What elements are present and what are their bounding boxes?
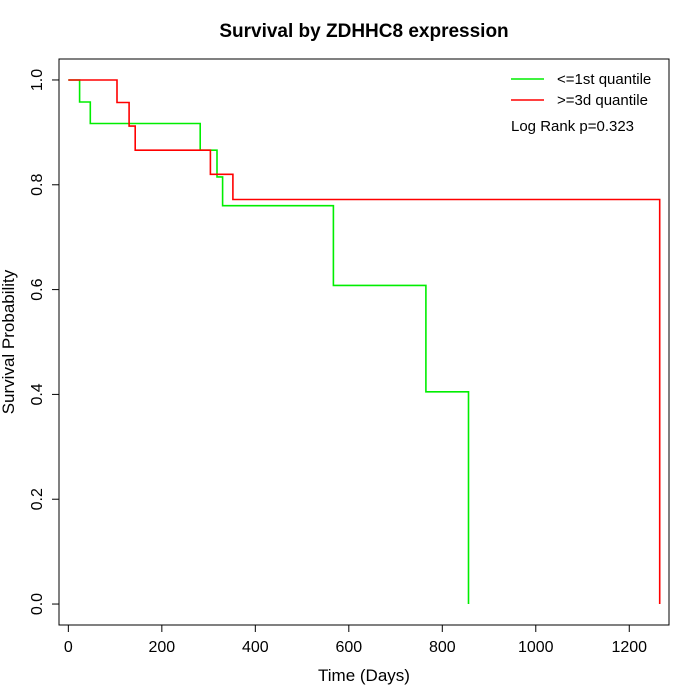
y-tick-label: 0.2 [29,488,46,510]
x-tick-label: 200 [148,639,175,656]
x-tick-label: 400 [242,639,269,656]
legend-label-high: >=3d quantile [557,92,648,109]
x-tick-label: 0 [64,639,73,656]
y-axis-label: Survival Probability [0,269,18,414]
chart-title: Survival by ZDHHC8 expression [219,21,508,42]
x-tick-label: 1000 [518,639,554,656]
x-tick-label: 800 [429,639,456,656]
x-tick-label: 600 [335,639,362,656]
y-tick-label: 0.4 [29,383,46,405]
y-tick-label: 0.8 [29,174,46,196]
survival-curve-low-quantile [68,79,470,604]
plot-frame [58,58,670,626]
x-tick-label: 1200 [611,639,647,656]
x-axis-label: Time (Days) [318,666,410,685]
legend: <=1st quantile >=3d quantile [511,71,651,109]
log-rank-annotation: Log Rank p=0.323 [511,118,634,135]
y-tick-label: 0.6 [29,278,46,300]
y-axis: 0.0 0.2 0.4 0.6 0.8 1.0 [29,69,60,615]
series-layer [68,79,661,604]
y-tick-label: 1.0 [29,69,46,91]
legend-label-low: <=1st quantile [557,71,651,88]
x-axis: 0 200 400 600 800 1000 1200 [64,624,647,656]
survival-curve-high-quantile [68,79,661,604]
y-tick-label: 0.0 [29,593,46,615]
